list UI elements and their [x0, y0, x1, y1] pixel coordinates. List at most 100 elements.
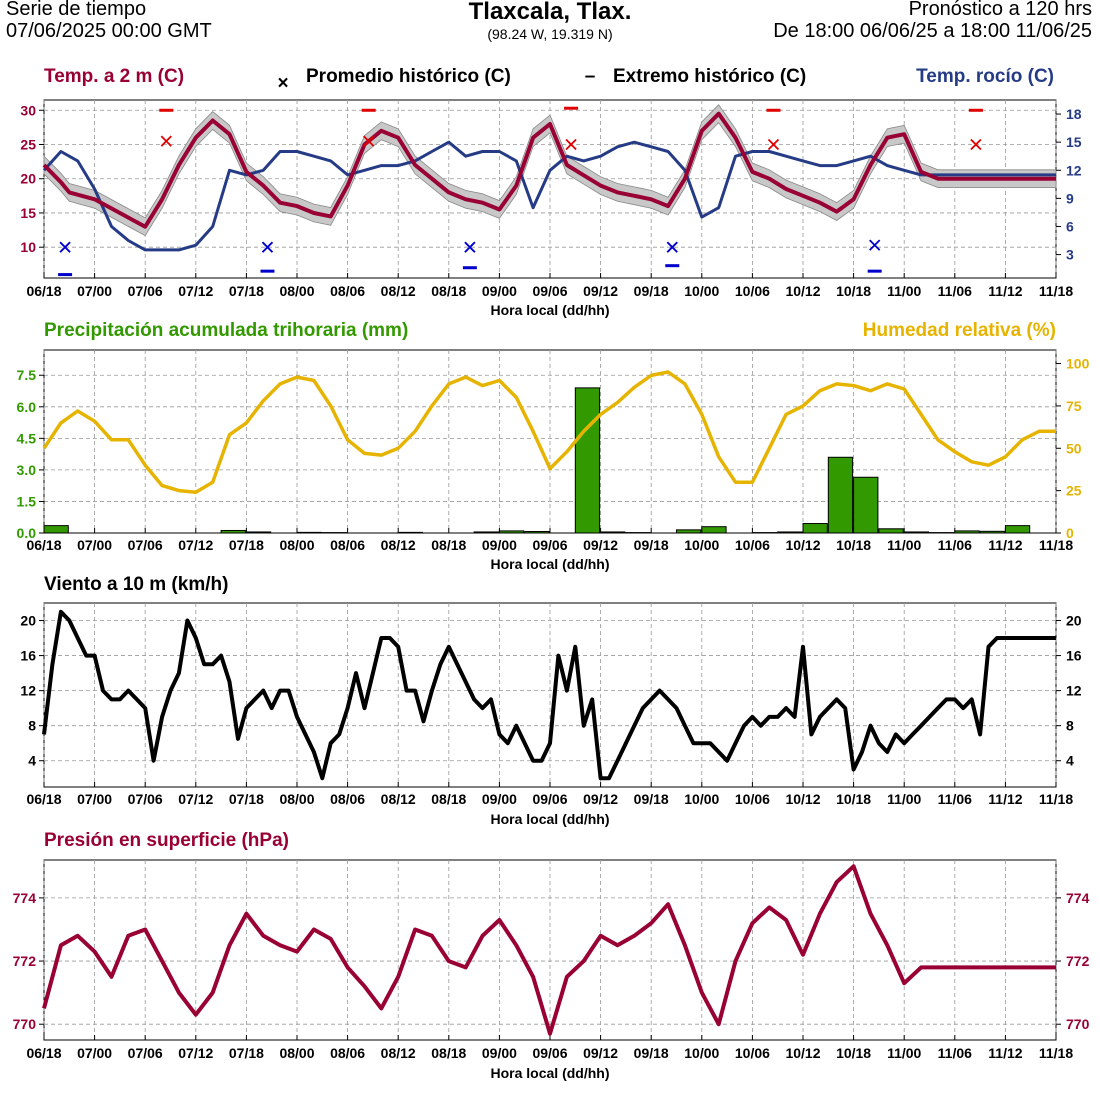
legend-mean-label: Promedio histórico (C) [306, 66, 511, 87]
historical-mean-marker [363, 135, 375, 147]
precip-bar [802, 523, 828, 534]
x-tick-label: 08/00 [279, 283, 314, 299]
x-tick-label: 09/18 [634, 1045, 669, 1061]
x-tick-label: 08/00 [279, 791, 314, 807]
precip-bar [827, 456, 854, 534]
header-right: Pronóstico a 120 hrs De 18:00 06/06/25 a… [773, 0, 1092, 42]
x-tick-label: 08/06 [330, 791, 365, 807]
precip-bar [777, 531, 803, 534]
historical-mean-marker [666, 241, 678, 253]
x-tick-label: 09/06 [532, 283, 567, 299]
y-tick-label: 100 [1066, 356, 1090, 372]
x-tick-label: 11/06 [938, 1045, 972, 1061]
y-tick-label: 12 [20, 683, 36, 699]
precip-bar [701, 526, 727, 534]
legend-mean-symbol: × [277, 73, 288, 94]
y-tick-label: 7.5 [17, 367, 37, 383]
x-tick-label: 08/18 [431, 1045, 466, 1061]
y-tick-label: 16 [20, 648, 36, 664]
y-tick-label: 8 [28, 718, 36, 734]
historical-mean-marker [869, 239, 881, 251]
humidity-axis-title: Humedad relativa (%) [863, 320, 1056, 341]
historical-mean-marker [970, 138, 982, 151]
historical-mean-marker [59, 241, 71, 253]
x-tick-label: 08/18 [431, 791, 466, 807]
x-tick-label: 06/18 [26, 1045, 61, 1061]
x-tick-label: 10/18 [836, 1045, 871, 1061]
x-tick-label: 07/00 [77, 283, 112, 299]
site-coords: (98.24 W, 19.319 N) [487, 26, 613, 42]
x-tick-label: 11/18 [1039, 791, 1073, 807]
wind-speed-line [42, 609, 1056, 781]
legend-extreme-label: Extremo histórico (C) [613, 66, 806, 87]
dewpoint-axis-title: Temp. rocío (C) [916, 66, 1054, 87]
x-tick-label: 09/06 [532, 791, 567, 807]
precip-bar [524, 531, 550, 534]
x-tick-label: 11/18 [1039, 537, 1073, 553]
x-tick-label: 09/06 [532, 1045, 567, 1061]
x-tick-label: 10/00 [684, 283, 719, 299]
y-tick-label: 772 [1066, 953, 1090, 969]
x-axis-label: Hora local (dd/hh) [491, 1065, 610, 1081]
precip-bar [878, 528, 904, 534]
precip-bar [853, 476, 879, 534]
x-tick-label: 11/00 [887, 791, 921, 807]
precip-bar [574, 387, 601, 534]
x-axis-label: Hora local (dd/hh) [491, 302, 610, 318]
y-tick-label: 50 [1066, 440, 1082, 456]
y-tick-label: 3 [1066, 247, 1074, 263]
header-center: Tlaxcala, Tlax. (98.24 W, 19.319 N) [0, 0, 1100, 42]
x-tick-label: 09/00 [482, 791, 517, 807]
y-tick-label: 15 [1066, 134, 1082, 150]
historical-mean-marker [767, 138, 780, 151]
x-tick-label: 10/00 [684, 1045, 719, 1061]
x-tick-label: 10/06 [735, 1045, 770, 1061]
historical-mean-marker [160, 135, 172, 147]
x-tick-label: 11/18 [1039, 283, 1073, 299]
x-tick-label: 07/18 [229, 791, 264, 807]
temperature-line [42, 111, 1056, 229]
x-tick-label: 06/18 [26, 791, 61, 807]
x-tick-label: 09/12 [583, 791, 618, 807]
x-tick-label: 10/12 [785, 791, 820, 807]
precip-bar [1004, 525, 1031, 534]
precip-bar [676, 529, 702, 534]
precip-bar [296, 531, 322, 534]
pressure-line [42, 864, 1056, 1036]
x-tick-label: 11/06 [938, 283, 972, 299]
x-tick-label: 08/12 [381, 537, 416, 553]
x-tick-label: 10/12 [785, 1045, 820, 1061]
y-tick-label: 20 [20, 613, 36, 629]
y-tick-label: 4.5 [17, 430, 37, 446]
precip-bar [903, 531, 930, 534]
x-tick-label: 11/12 [988, 1045, 1022, 1061]
precip-bar [397, 531, 424, 534]
precip-bar [245, 531, 272, 534]
x-tick-label: 11/06 [938, 537, 972, 553]
precip-bar [979, 530, 1005, 534]
x-tick-label: 11/18 [1039, 1045, 1073, 1061]
x-tick-label: 10/12 [785, 537, 820, 553]
y-tick-label: 770 [1066, 1016, 1090, 1032]
x-tick-label: 10/18 [836, 791, 871, 807]
y-tick-label: 774 [1066, 890, 1090, 906]
x-tick-label: 09/12 [583, 537, 618, 553]
x-tick-label: 09/00 [482, 1045, 517, 1061]
legend-extreme-symbol: – [585, 66, 596, 87]
y-tick-label: 770 [13, 1016, 37, 1032]
x-tick-label: 07/12 [178, 537, 213, 553]
x-tick-label: 11/00 [887, 537, 921, 553]
historical-mean-marker [464, 241, 476, 253]
x-tick-label: 09/00 [482, 283, 517, 299]
x-tick-label: 09/18 [634, 283, 669, 299]
historical-mean-marker [261, 241, 274, 253]
x-tick-label: 07/18 [229, 537, 264, 553]
y-tick-label: 0.0 [17, 525, 37, 541]
y-tick-label: 12 [1066, 162, 1082, 178]
y-tick-label: 20 [20, 171, 36, 187]
x-tick-label: 07/06 [128, 283, 163, 299]
pressure-axis-title: Presión en superficie (hPa) [44, 830, 289, 851]
x-tick-label: 09/18 [634, 791, 669, 807]
y-tick-label: 0 [1066, 525, 1074, 541]
